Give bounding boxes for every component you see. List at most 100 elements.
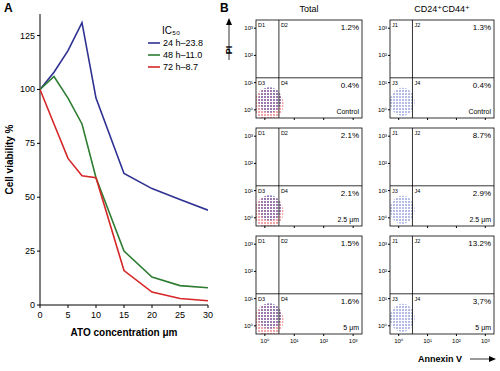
y-tick bbox=[388, 298, 390, 299]
y-tick-label: 10⁰ bbox=[244, 323, 254, 329]
gate-line bbox=[412, 236, 413, 334]
quadrant-plot: 10⁰10¹10²10³J1J2J3J41.3%0.4%Control bbox=[378, 20, 494, 120]
quadrant-name: D1 bbox=[258, 130, 265, 136]
plot-area bbox=[390, 128, 494, 226]
x-tick-label: 10³ bbox=[349, 338, 358, 344]
y-tick-label: 10¹ bbox=[378, 80, 387, 86]
x-axis-title: Annexin V bbox=[418, 354, 462, 364]
axis-arrowhead bbox=[489, 356, 496, 362]
y-tick-label: 10⁰ bbox=[244, 215, 254, 221]
x-tick bbox=[398, 334, 399, 336]
x-tick bbox=[180, 305, 181, 308]
quadrant-percent: 3,7% bbox=[473, 297, 491, 306]
gate-line bbox=[412, 20, 413, 118]
y-tick bbox=[254, 298, 256, 299]
quadrant-percent: 2.1% bbox=[341, 131, 359, 140]
plot-frame bbox=[390, 236, 494, 334]
x-tick bbox=[427, 118, 428, 120]
event-cloud bbox=[258, 87, 281, 113]
gate-line bbox=[390, 293, 494, 294]
x-tick-label: 25 bbox=[175, 310, 185, 320]
y-tick bbox=[37, 143, 40, 144]
y-tick-label: 10² bbox=[244, 160, 253, 166]
gate-line bbox=[278, 20, 279, 118]
y-tick-label: 10⁰ bbox=[378, 215, 388, 221]
plot-area bbox=[390, 236, 494, 334]
y-tick bbox=[37, 251, 40, 252]
x-tick bbox=[398, 118, 399, 120]
y-tick bbox=[254, 244, 256, 245]
y-tick bbox=[388, 163, 390, 164]
panel-label: A bbox=[4, 1, 13, 15]
y-tick-label: 10⁰ bbox=[378, 107, 388, 113]
quadrant-percent: 1.6% bbox=[341, 297, 359, 306]
legend: IC₅₀24 h–23.848 h–11.072 h–8.7 bbox=[148, 25, 203, 72]
quadrant-name: J3 bbox=[392, 188, 398, 194]
row-label: 2.5 μm bbox=[337, 216, 359, 224]
quadrant-name: D4 bbox=[281, 296, 288, 302]
y-tick bbox=[388, 109, 390, 110]
quadrant-name: D3 bbox=[258, 80, 265, 86]
y-tick-label: 10² bbox=[244, 52, 253, 58]
y-tick-label: 50 bbox=[25, 192, 35, 202]
x-tick bbox=[68, 305, 69, 308]
quadrant-name: J4 bbox=[414, 188, 420, 194]
y-tick bbox=[254, 163, 256, 164]
x-tick bbox=[152, 305, 153, 308]
panel-a: 0255075100125051015202530ATO concentrati… bbox=[4, 14, 213, 338]
y-tick-label: 10³ bbox=[244, 241, 253, 247]
axis-arrowhead bbox=[226, 18, 232, 25]
y-tick bbox=[388, 271, 390, 272]
y-tick bbox=[388, 217, 390, 218]
quadrant-name: J1 bbox=[392, 238, 398, 244]
quadrant-name: J1 bbox=[392, 22, 398, 28]
gate-line bbox=[412, 128, 413, 226]
series-line bbox=[40, 89, 208, 300]
gate-line bbox=[390, 185, 494, 186]
gate-line bbox=[256, 293, 362, 294]
quadrant-plot: 10⁰10¹10²10³J1J2J3J48.7%2.9%2.5 μm bbox=[378, 128, 494, 228]
y-tick-label: 125 bbox=[20, 31, 35, 41]
row-label: 5 μm bbox=[343, 324, 359, 332]
y-tick bbox=[254, 217, 256, 218]
quadrant-percent: 2.9% bbox=[473, 189, 491, 198]
gate-line bbox=[278, 128, 279, 226]
quadrant-percent: 0.4% bbox=[473, 81, 491, 90]
y-tick bbox=[254, 271, 256, 272]
figure: A0255075100125051015202530ATO concentrat… bbox=[0, 0, 500, 371]
x-tick-label: 10¹ bbox=[290, 338, 299, 344]
x-tick-label: 10² bbox=[319, 338, 328, 344]
page: {"chart_data": [ {"type": "line", "title… bbox=[0, 0, 500, 371]
y-tick bbox=[254, 28, 256, 29]
plot-frame bbox=[256, 20, 362, 118]
y-tick bbox=[254, 55, 256, 56]
event-cloud bbox=[390, 88, 415, 116]
quadrant-percent: 1.5% bbox=[341, 239, 359, 248]
y-tick-label: 10⁰ bbox=[244, 107, 254, 113]
y-tick bbox=[254, 136, 256, 137]
panel-label: B bbox=[220, 1, 229, 15]
event-cloud bbox=[256, 304, 283, 334]
y-tick-label: 75 bbox=[25, 138, 35, 148]
row-label: Control bbox=[336, 108, 359, 115]
x-tick bbox=[427, 226, 428, 228]
quadrant-name: D4 bbox=[281, 80, 288, 86]
plot-area bbox=[256, 236, 362, 334]
legend-label: 24 h–23.8 bbox=[163, 38, 203, 48]
quadrant-name: J2 bbox=[414, 22, 420, 28]
x-tick bbox=[398, 226, 399, 228]
quadrant-name: J2 bbox=[414, 130, 420, 136]
series-line bbox=[40, 23, 208, 211]
y-tick-label: 10² bbox=[378, 160, 387, 166]
y-tick bbox=[37, 89, 40, 90]
x-tick bbox=[427, 334, 428, 336]
y-tick bbox=[388, 136, 390, 137]
x-tick bbox=[294, 226, 295, 228]
y-tick bbox=[37, 35, 40, 36]
y-tick-label: 100 bbox=[20, 84, 35, 94]
y-tick bbox=[388, 82, 390, 83]
plot-frame bbox=[390, 128, 494, 226]
plot-area bbox=[390, 20, 494, 118]
quadrant-plot: 10⁰10¹10²10³D1D2D3D41.2%0.4%Control bbox=[244, 20, 362, 120]
x-axis-title: ATO concentration μm bbox=[71, 327, 178, 338]
